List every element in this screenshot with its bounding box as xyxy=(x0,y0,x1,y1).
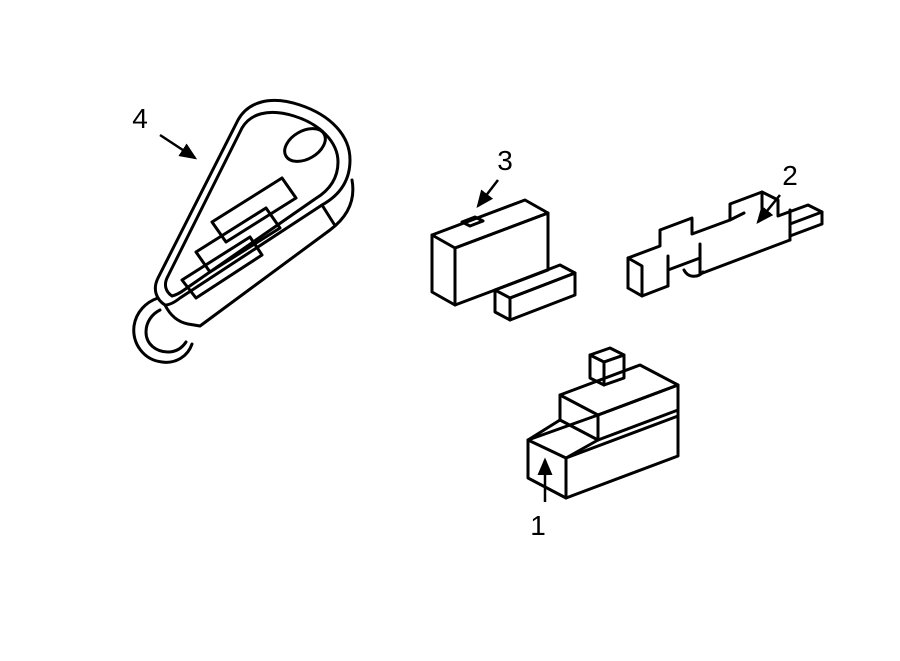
module-block-lower xyxy=(528,348,678,498)
bracket-clip xyxy=(628,192,822,296)
parts-diagram: 4 3 2 1 xyxy=(0,0,900,661)
callout-arrow-3 xyxy=(478,180,498,206)
callout-label-1: 1 xyxy=(530,510,546,541)
callout-arrow-4 xyxy=(160,135,195,158)
module-block-upper xyxy=(432,200,575,320)
callout-label-3: 3 xyxy=(497,145,513,176)
callout-label-2: 2 xyxy=(782,160,798,191)
callouts: 4 3 2 1 xyxy=(132,103,798,541)
callout-label-4: 4 xyxy=(132,103,148,134)
